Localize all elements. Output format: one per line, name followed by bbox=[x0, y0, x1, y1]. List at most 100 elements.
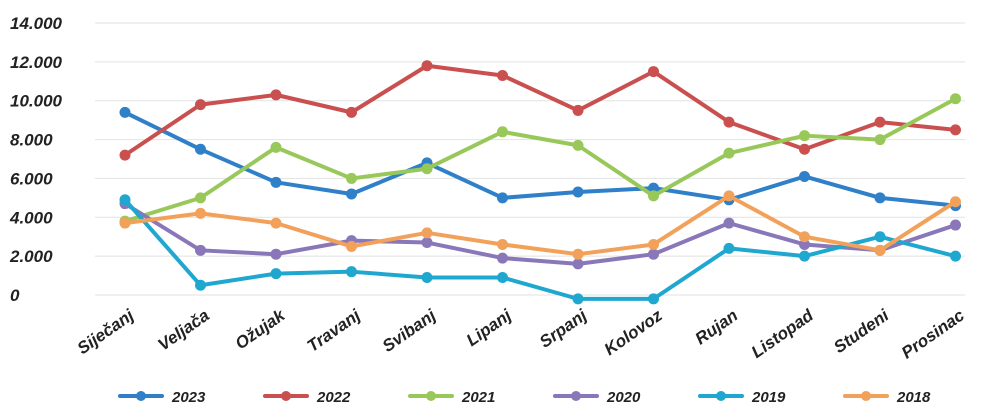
data-point bbox=[119, 194, 131, 206]
data-point bbox=[723, 242, 735, 254]
data-point bbox=[195, 207, 206, 219]
x-tick-label: Rujan bbox=[692, 306, 742, 349]
data-point bbox=[874, 134, 886, 146]
legend-item: 2022 bbox=[263, 389, 351, 406]
series-2022 bbox=[119, 60, 961, 161]
series-line bbox=[123, 63, 958, 158]
data-point bbox=[497, 252, 508, 264]
data-point bbox=[950, 196, 961, 208]
series-2019 bbox=[119, 194, 961, 305]
legend-label: 2018 bbox=[896, 389, 931, 406]
data-point bbox=[195, 279, 206, 291]
y-tick-label: 6.000 bbox=[10, 169, 53, 188]
data-point bbox=[572, 104, 584, 116]
data-point bbox=[799, 143, 810, 155]
data-point bbox=[648, 66, 659, 78]
legend-swatch-marker bbox=[426, 391, 436, 401]
legend-swatch-marker bbox=[281, 391, 291, 401]
x-tick-label: Veljača bbox=[154, 306, 212, 355]
series-line bbox=[123, 193, 958, 257]
data-point bbox=[874, 192, 886, 204]
legend-swatch-marker bbox=[136, 391, 146, 401]
y-tick-label: 4.000 bbox=[9, 208, 53, 227]
series-2020 bbox=[119, 198, 961, 270]
data-point bbox=[648, 190, 659, 202]
data-point bbox=[723, 190, 735, 202]
legend-label: 2019 bbox=[751, 389, 786, 406]
data-point bbox=[421, 237, 433, 249]
y-tick-label: 12.000 bbox=[10, 53, 63, 72]
legend-item: 2023 bbox=[118, 389, 206, 406]
data-point bbox=[346, 240, 357, 252]
data-point bbox=[874, 231, 886, 243]
data-point bbox=[195, 192, 206, 204]
data-point bbox=[950, 124, 961, 136]
data-point bbox=[874, 244, 886, 256]
data-point bbox=[119, 149, 131, 161]
data-point bbox=[723, 217, 735, 229]
data-point bbox=[270, 248, 282, 260]
data-point bbox=[648, 238, 659, 250]
data-point bbox=[270, 176, 282, 188]
data-point bbox=[270, 217, 282, 229]
x-tick-label: Srpanj bbox=[536, 305, 591, 352]
legend-item: 2018 bbox=[843, 389, 931, 406]
data-point bbox=[497, 126, 508, 138]
data-point bbox=[497, 272, 508, 284]
data-point bbox=[723, 116, 735, 128]
data-point bbox=[572, 139, 584, 151]
y-tick-label: 10.000 bbox=[10, 92, 63, 111]
x-tick-label: Listopad bbox=[748, 305, 817, 362]
legend: 2023 2022 2021 2020 2019 2018 bbox=[118, 389, 931, 406]
y-tick-label: 2.000 bbox=[9, 247, 53, 266]
data-point bbox=[950, 93, 961, 105]
legend-swatch-marker bbox=[716, 391, 726, 401]
data-point bbox=[421, 272, 433, 284]
data-point bbox=[119, 217, 131, 229]
x-tick-label: Prosinac bbox=[898, 305, 968, 362]
x-axis-tick-labels: Siječanj Veljača Ožujak Travanj Svibanj Lipan… bbox=[74, 305, 968, 363]
data-point bbox=[648, 182, 659, 194]
data-point bbox=[497, 69, 508, 81]
legend-label: 2022 bbox=[316, 389, 351, 406]
series-line bbox=[123, 197, 958, 301]
x-tick-label: Studeni bbox=[830, 305, 893, 357]
series-lines bbox=[119, 60, 961, 305]
data-point bbox=[799, 170, 810, 182]
x-tick-label: Kolovoz bbox=[601, 305, 666, 359]
legend-label: 2023 bbox=[171, 389, 206, 406]
legend-item: 2020 bbox=[553, 389, 641, 406]
data-point bbox=[874, 116, 886, 128]
data-point bbox=[346, 106, 357, 118]
x-tick-label: Ožujak bbox=[232, 305, 290, 353]
data-point bbox=[346, 266, 357, 278]
legend-label: 2020 bbox=[606, 389, 641, 406]
y-tick-label: 8.000 bbox=[10, 131, 53, 150]
series-2021 bbox=[119, 93, 961, 227]
data-point bbox=[421, 227, 433, 239]
series-line bbox=[123, 96, 958, 224]
data-point bbox=[572, 258, 584, 270]
x-tick-label: Travanj bbox=[304, 305, 365, 356]
series-line bbox=[123, 201, 958, 266]
data-point bbox=[195, 244, 206, 256]
legend-item: 2019 bbox=[698, 389, 786, 406]
data-point bbox=[799, 238, 810, 250]
data-point bbox=[195, 99, 206, 111]
y-axis-tick-labels: 0 2.000 4.000 6.000 8.000 10.000 12.000 14.000 bbox=[9, 14, 63, 305]
data-point bbox=[346, 172, 357, 184]
data-point bbox=[648, 248, 659, 260]
series-2018 bbox=[119, 190, 961, 260]
y-tick-label: 14.000 bbox=[10, 14, 63, 33]
data-point bbox=[421, 163, 433, 175]
data-point bbox=[799, 250, 810, 262]
data-point bbox=[950, 219, 961, 231]
data-point bbox=[346, 188, 357, 200]
data-point bbox=[270, 268, 282, 280]
data-point bbox=[421, 60, 433, 72]
data-point bbox=[572, 248, 584, 260]
data-point bbox=[497, 192, 508, 204]
series-2023 bbox=[119, 106, 961, 212]
x-tick-label: Svibanj bbox=[379, 305, 440, 356]
x-tick-label: Lipanj bbox=[463, 305, 516, 350]
